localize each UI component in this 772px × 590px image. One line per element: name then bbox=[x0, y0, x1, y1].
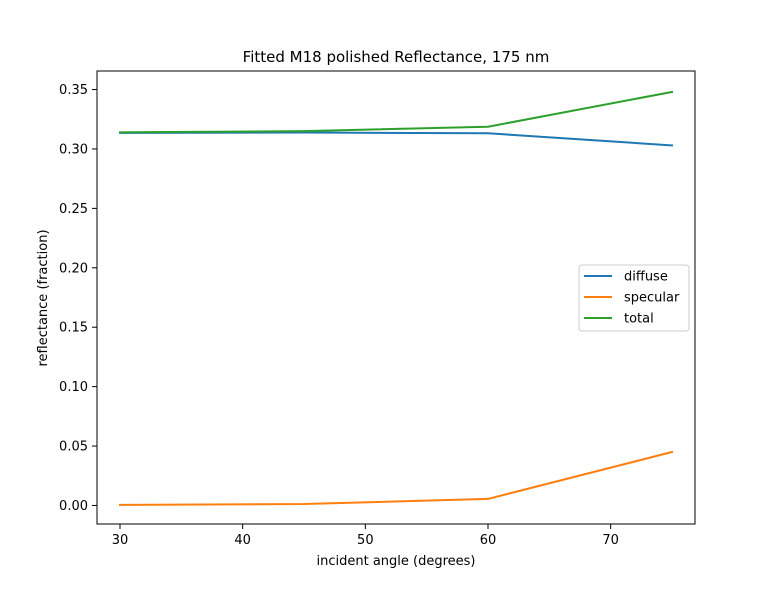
x-tick-label: 60 bbox=[480, 533, 497, 548]
y-tick-label: 0.05 bbox=[59, 440, 88, 455]
x-axis: 30 40 50 60 70 bbox=[112, 524, 619, 548]
y-tick-label: 0.35 bbox=[59, 83, 88, 98]
plot-series-group bbox=[118, 90, 674, 506]
y-tick-label: 0.10 bbox=[59, 380, 88, 395]
x-tick-label: 30 bbox=[112, 533, 129, 548]
y-tick-label: 0.20 bbox=[59, 261, 88, 276]
y-tick-label: 0.15 bbox=[59, 321, 88, 336]
series-line-total bbox=[118, 90, 674, 134]
y-tick-label: 0.30 bbox=[59, 142, 88, 157]
series-line-diffuse bbox=[118, 131, 674, 147]
chart-title: Fitted M18 polished Reflectance, 175 nm bbox=[243, 48, 550, 66]
x-tick-label: 70 bbox=[602, 533, 619, 548]
legend: diffuse specular total bbox=[578, 264, 690, 332]
series-line-specular bbox=[118, 450, 674, 506]
x-axis-label: incident angle (degrees) bbox=[316, 554, 475, 569]
legend-label-specular: specular bbox=[624, 291, 680, 306]
y-tick-label: 0.25 bbox=[59, 202, 88, 217]
legend-label-diffuse: diffuse bbox=[624, 270, 668, 285]
y-tick-label: 0.00 bbox=[59, 499, 88, 514]
legend-label-total: total bbox=[624, 312, 654, 327]
axes-frame bbox=[96, 70, 696, 525]
legend-box bbox=[578, 264, 690, 332]
x-tick-label: 50 bbox=[357, 533, 374, 548]
x-tick-label: 40 bbox=[234, 533, 251, 548]
y-axis-label: reflectance (fraction) bbox=[36, 229, 51, 366]
y-axis: 0.00 0.05 0.10 0.15 0.20 0.25 0.30 0.35 bbox=[59, 83, 97, 514]
